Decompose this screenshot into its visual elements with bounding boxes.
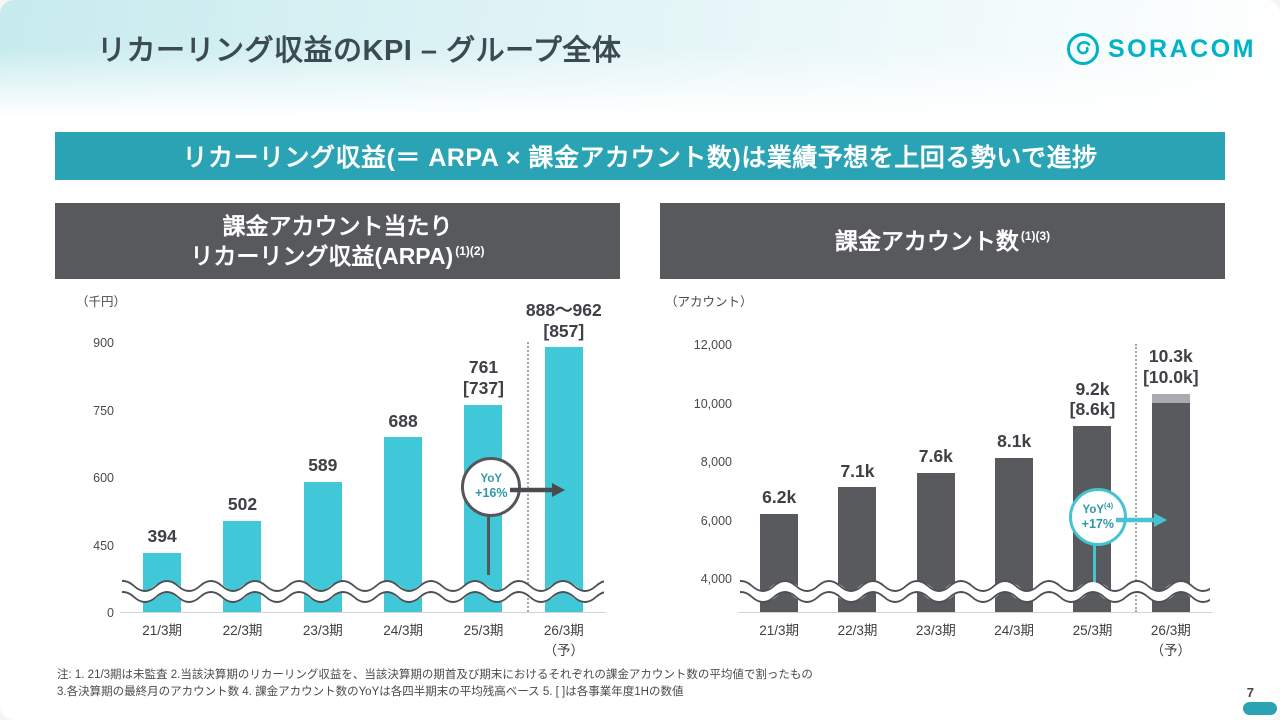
- bar-value-label: 394: [147, 526, 177, 547]
- bar-column: 10.3k [10.0k] 26/3期 （予）: [1132, 344, 1210, 658]
- x-axis-label: 25/3期: [463, 623, 504, 638]
- x-axis-label: 21/3期: [759, 623, 800, 638]
- x-axis-label: 26/3期 （予）: [543, 623, 585, 659]
- footnote-line2: 3.各決算期の最終月のアカウント数 4. 課金アカウント数のYoYは各四半期末の…: [57, 685, 684, 698]
- bar-value-label: 589: [308, 455, 338, 476]
- page-title: リカーリング収益のKPI – グループ全体: [97, 35, 622, 67]
- bar: [760, 513, 799, 612]
- bar-value-label: 761 [737]: [463, 357, 504, 398]
- page-number: 7: [1246, 685, 1254, 700]
- soracom-logo: SORACOM: [1066, 32, 1256, 66]
- chart-title-arpa-superscript: (1)(2): [455, 244, 485, 259]
- yoy-label: YoY: [480, 473, 503, 486]
- y-axis-tick-label: 0: [107, 606, 114, 620]
- y-axis-tick-label: 900: [93, 336, 114, 350]
- y-axis-tick-label: 600: [93, 471, 114, 485]
- footnote-line1: 注: 1. 21/3期は未監査 2.当該決算期のリカーリング収益を、当該決算期の…: [57, 669, 813, 681]
- y-axis-tick-label: 8,000: [700, 455, 732, 469]
- bar: [916, 472, 955, 612]
- bar-value-label: 502: [227, 494, 258, 515]
- bar-chart-arpa: 0 450 600 750 900 394 21/3期 502 22/3期 589 23/3期 688…: [93, 300, 606, 658]
- yoy-value: +16%: [475, 486, 508, 501]
- soracom-logo-icon: [1066, 33, 1099, 65]
- yoy-badge: YoY +16%: [461, 457, 522, 517]
- yoy-superscript: (4): [1104, 501, 1114, 511]
- x-axis-line: [738, 612, 1212, 613]
- bar: [544, 347, 583, 612]
- chart-title-accounts-line2: 課金アカウント数 (1)(3): [835, 226, 1050, 256]
- bar-column: 888～962 [857] 26/3期 （予）: [524, 300, 604, 658]
- y-axis: 4,000 6,000 8,000 10,000 12,000: [670, 338, 732, 612]
- bar-chart-accounts: 4,000 6,000 8,000 10,000 12,000 6.2k 21/3期 7.1k…: [694, 338, 1212, 658]
- x-axis-label: 24/3期: [994, 623, 1035, 638]
- y-axis-tick-label: 6,000: [700, 513, 732, 528]
- x-axis-label: 22/3期: [222, 623, 263, 638]
- corner-accent: [1243, 702, 1277, 715]
- bar-value-label: 6.2k: [762, 487, 797, 508]
- x-axis-label: 23/3期: [302, 623, 343, 638]
- bar-column: 589 23/3期: [283, 342, 363, 638]
- x-axis-label: 26/3期 （予）: [1150, 623, 1192, 659]
- y-axis-tick-label: 4,000: [700, 572, 732, 586]
- y-axis-unit-accounts: （アカウント）: [665, 295, 753, 309]
- yoy-stem: [1093, 542, 1097, 582]
- bar-column: 394 21/3期: [122, 342, 202, 638]
- yoy-arrow: [510, 483, 566, 497]
- y-axis-unit-arpa: （千円）: [76, 295, 127, 309]
- bar-value-label: 888～962 [857]: [525, 300, 602, 341]
- footnotes: 注: 1. 21/3期は未監査 2.当該決算期のリカーリング収益を、当該決算期の…: [57, 667, 813, 700]
- forecast-divider: [1134, 344, 1137, 612]
- x-axis-label: 24/3期: [383, 623, 424, 638]
- y-axis-tick-label: 12,000: [693, 338, 732, 352]
- chart-panel-arpa: 課金アカウント当たり リカーリング収益(ARPA) (1)(2) （千円） 0 45…: [55, 203, 620, 663]
- forecast-divider: [526, 342, 529, 612]
- chart-title-arpa: 課金アカウント当たり リカーリング収益(ARPA) (1)(2): [55, 203, 620, 279]
- bar-column: 7.1k 22/3期: [818, 344, 896, 638]
- yoy-stem: [486, 513, 490, 575]
- key-message-banner: リカーリング収益(＝ ARPA × 課金アカウント数)は業績予想を上回る勢いで進…: [55, 132, 1225, 180]
- x-axis-label: 25/3期: [1072, 623, 1113, 638]
- x-axis-label: 23/3期: [915, 623, 956, 638]
- chart-title-accounts-superscript: (1)(3): [1020, 229, 1051, 244]
- bar-value-label: 10.3k [10.0k]: [1143, 346, 1199, 388]
- bar-value-label: 8.1k: [997, 431, 1032, 452]
- chart-title-arpa-line2-text: リカーリング収益(ARPA): [190, 243, 454, 269]
- chart-title-arpa-line2: リカーリング収益(ARPA) (1)(2): [190, 241, 484, 271]
- bar: [995, 458, 1034, 612]
- chart-title-accounts-line2-text: 課金アカウント数: [834, 227, 1019, 254]
- bar: [143, 552, 182, 612]
- yoy-badge: YoY(4) +17%: [1068, 488, 1127, 546]
- bar-value-label: 9.2k [8.6k]: [1069, 378, 1116, 420]
- bar-forecast-cap: [1151, 393, 1190, 403]
- key-message-text: リカーリング収益(＝ ARPA × 課金アカウント数)は業績予想を上回る勢いで進…: [182, 144, 1098, 172]
- chart-title-arpa-line1: 課金アカウント当たり: [222, 212, 453, 239]
- y-axis-tick-label: 10,000: [693, 396, 732, 411]
- y-axis-tick-label: 450: [93, 538, 114, 553]
- bar-column: 502 22/3期: [202, 342, 282, 638]
- soracom-logo-text: SORACOM: [1107, 34, 1256, 63]
- chart-title-accounts: 課金アカウント数 (1)(3): [660, 203, 1225, 279]
- chart-panel-accounts: 課金アカウント数 (1)(3) （アカウント） 4,000 6,000 8,000 10…: [660, 203, 1225, 663]
- header-background: [0, 0, 1280, 120]
- x-axis-label: 22/3期: [837, 623, 878, 638]
- x-axis-line: [120, 612, 606, 613]
- yoy-label: YoY(4): [1082, 501, 1114, 517]
- bar: [1151, 402, 1190, 612]
- y-axis-tick-label: 750: [93, 403, 114, 418]
- x-axis-label: 21/3期: [142, 623, 183, 638]
- yoy-arrow: [1115, 513, 1167, 527]
- bar-value-label: 688: [388, 410, 418, 431]
- bar-value-label: 7.1k: [840, 460, 875, 481]
- yoy-value: +17%: [1081, 517, 1114, 532]
- y-axis: 0 450 600 750 900: [52, 336, 114, 620]
- bar-value-label: 7.6k: [918, 446, 953, 467]
